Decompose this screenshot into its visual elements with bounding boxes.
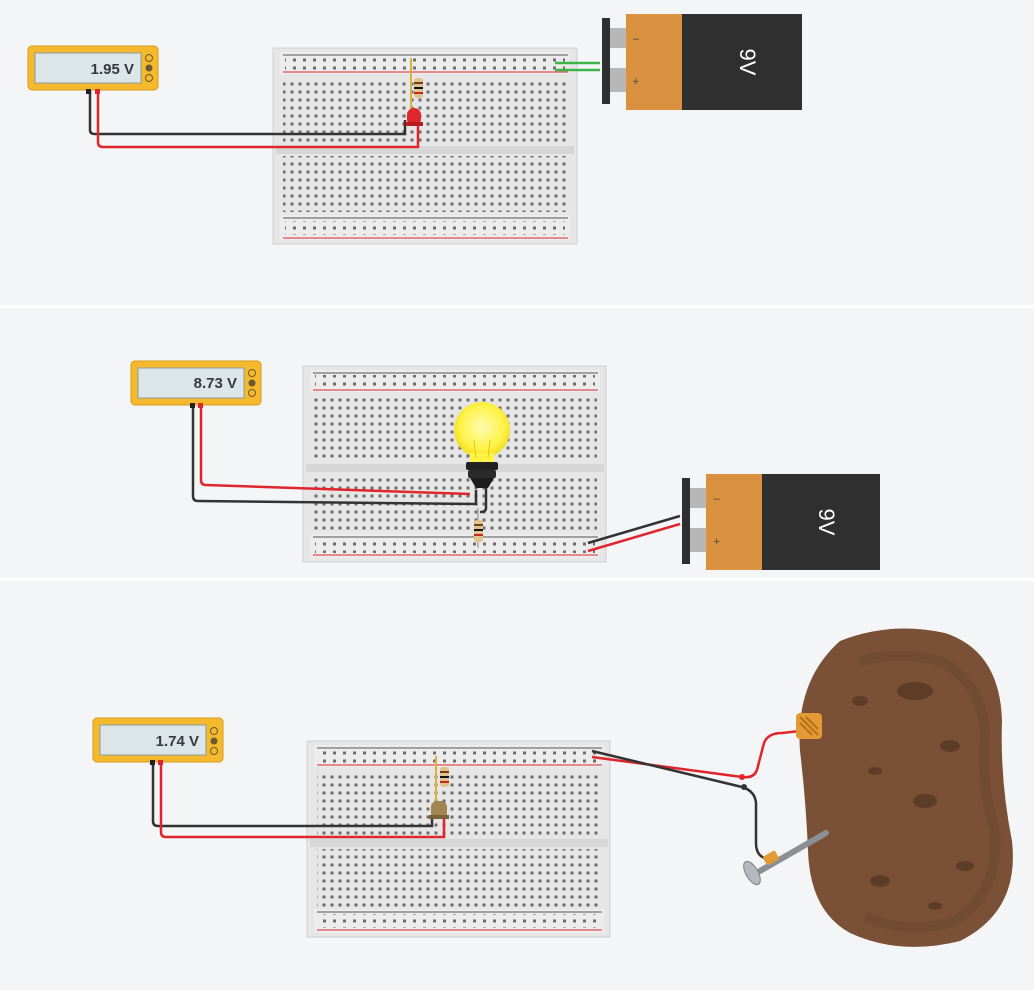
light-bulb-icon[interactable] [454, 402, 510, 488]
led-icon[interactable] [405, 108, 423, 126]
multimeter[interactable]: 8.73 V [130, 360, 262, 408]
meter-reading: 1.95 V [91, 61, 134, 78]
multimeter[interactable]: 1.74 V [92, 717, 224, 765]
battery-9v[interactable]: − + 9V [682, 474, 880, 570]
circuit-panel-potato: 1.74 V [0, 581, 1034, 990]
meter-reading: 1.74 V [156, 733, 199, 750]
divider [0, 578, 1034, 581]
battery-neg-label: − [632, 35, 640, 45]
circuit-panel-led: − + 9V 1.95 V [0, 0, 1034, 305]
nail-electrode-icon [743, 830, 829, 886]
circuit-panel-bulb: − + 9V 8.73 V [0, 308, 1034, 578]
divider [0, 305, 1034, 308]
resistor-icon [435, 756, 449, 803]
breadboard [306, 740, 611, 938]
breadboard [272, 47, 578, 245]
battery-label: 9V [735, 49, 760, 76]
meter-reading: 8.73 V [194, 375, 237, 392]
breadboard [302, 365, 607, 563]
resistor-icon [410, 58, 423, 110]
battery-neg-label: − [713, 495, 721, 505]
battery-pos-label: + [632, 77, 640, 87]
copper-electrode-icon [796, 713, 822, 739]
buzzer-icon[interactable] [429, 801, 449, 819]
resistor-icon [474, 508, 483, 548]
multimeter[interactable]: 1.95 V [27, 45, 159, 94]
potato-icon[interactable] [799, 628, 1013, 947]
wire-red [96, 90, 420, 149]
battery-9v[interactable]: − + 9V [602, 14, 802, 110]
battery-label: 9V [814, 509, 839, 536]
wire-black [88, 90, 407, 136]
battery-pos-label: + [713, 537, 721, 547]
